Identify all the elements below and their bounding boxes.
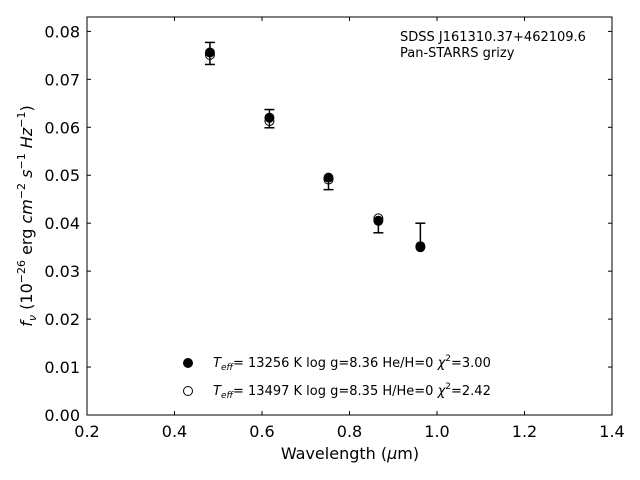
x-tick-label: 1.2 — [512, 422, 537, 441]
y-tick-label: 0.06 — [44, 118, 80, 137]
x-tick-label: 0.2 — [74, 422, 99, 441]
annotation-survey: Pan-STARRS grizy — [400, 46, 515, 61]
legend-marker-open — [183, 386, 193, 396]
model-point-open — [264, 116, 275, 127]
legend: Teff= 13256 K log g=8.36 He/H=0 χ2=3.00 … — [183, 354, 491, 401]
error-bars — [204, 41, 426, 245]
model-point-open — [204, 49, 215, 60]
y-axis-label: fν (10−26 erg cm−2 s−1 Hz−1) — [15, 105, 39, 326]
legend-label-open: Teff= 13497 K log g=8.35 H/He=0 χ2=2.42 — [213, 382, 491, 401]
y-tick-label: 0.05 — [44, 166, 80, 185]
y-tick-label: 0.03 — [44, 262, 80, 281]
x-axis-label: Wavelength (μm) — [281, 444, 419, 463]
y-tick-label: 0.04 — [44, 214, 80, 233]
y-tick-label: 0.01 — [44, 358, 80, 377]
legend-marker-filled — [183, 358, 193, 368]
data-points — [204, 47, 426, 253]
x-tick-label: 0.6 — [249, 422, 274, 441]
model-point-filled — [373, 215, 384, 226]
model-point-open — [373, 213, 384, 224]
model-point-filled — [323, 172, 334, 183]
x-tick-label: 1.0 — [424, 422, 449, 441]
x-tick-label: 0.4 — [162, 422, 187, 441]
axis-ticks: 0.2 0.4 0.6 0.8 1.0 1.2 1.4 0.00 0.01 0.02 0.03 0.0… — [44, 17, 625, 441]
x-tick-label: 1.4 — [599, 422, 624, 441]
legend-label-filled: Teff= 13256 K log g=8.36 He/H=0 χ2=3.00 — [213, 354, 491, 373]
annotation-object-name: SDSS J161310.37+462109.6 — [400, 30, 586, 45]
plot-frame — [86, 16, 613, 416]
y-tick-label: 0.02 — [44, 310, 80, 329]
model-point-open — [323, 174, 334, 185]
y-tick-label: 0.07 — [44, 70, 80, 89]
model-point-open — [415, 241, 426, 252]
model-point-filled — [204, 47, 215, 58]
x-tick-label: 0.8 — [337, 422, 362, 441]
model-point-filled — [264, 112, 275, 123]
y-tick-label: 0.00 — [44, 406, 80, 425]
y-tick-label: 0.08 — [44, 22, 80, 41]
